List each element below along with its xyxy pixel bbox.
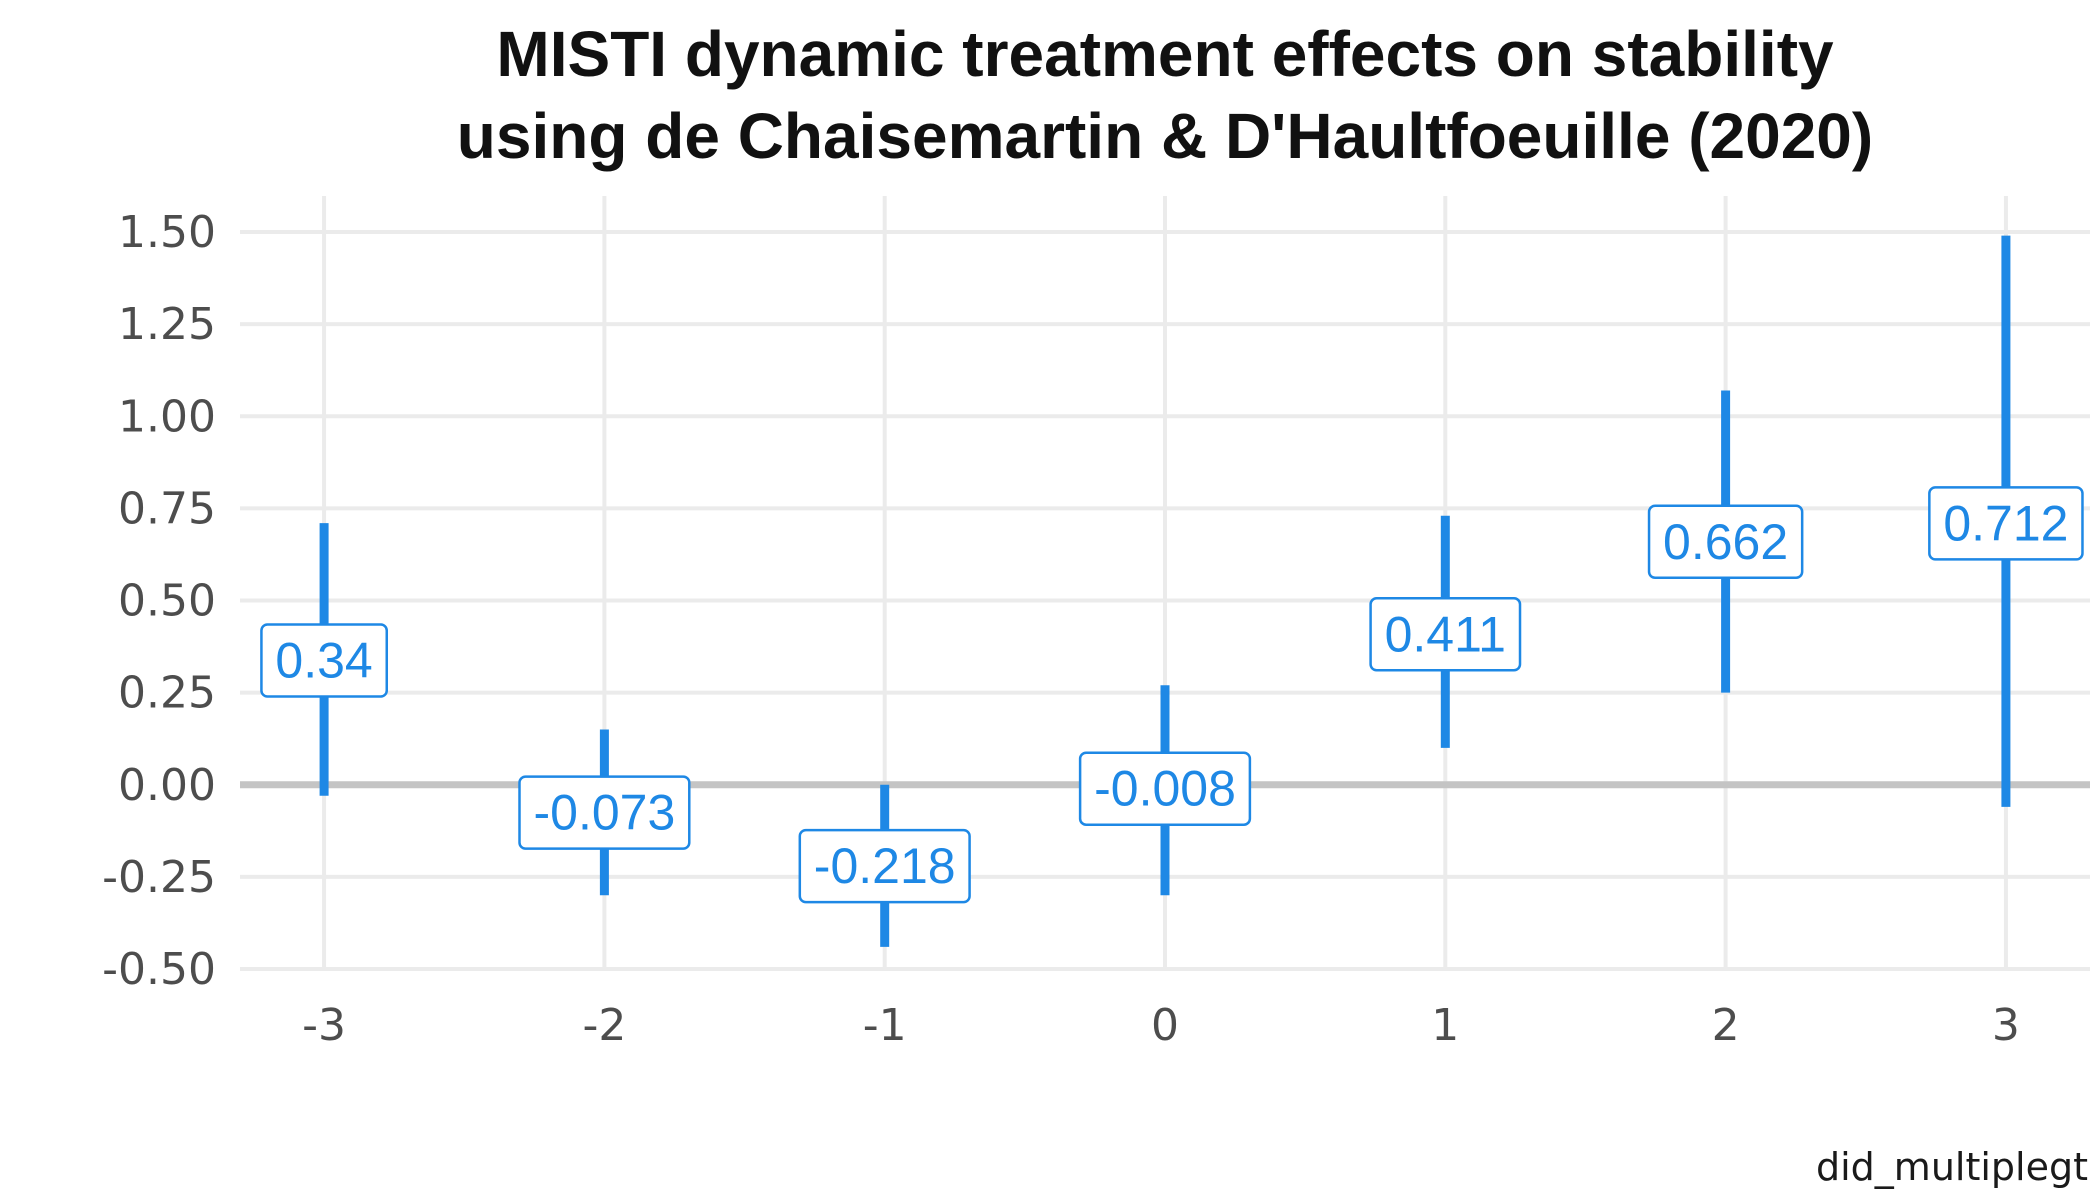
estimate-label-text: 0.411: [1385, 606, 1506, 662]
chart-title-line-2: using de Chaisemartin & D'Haultfoeuille …: [457, 100, 1873, 172]
y-tick-label: 1.00: [118, 391, 216, 442]
estimate-label-box: [1369, 597, 1522, 672]
y-tick-label: 0.00: [118, 760, 216, 811]
y-tick-label: 0.50: [118, 576, 216, 627]
y-tick-label: 1.50: [118, 207, 216, 258]
estimate-label-box: [1928, 486, 2084, 561]
estimate-label: -0.073: [518, 775, 691, 850]
x-tick-label: -3: [302, 1000, 346, 1051]
estimate-label-text: -0.218: [814, 838, 956, 894]
y-tick-label: 0.25: [118, 668, 216, 719]
estimate-label-text: 0.712: [1943, 495, 2068, 551]
estimate-label: -0.008: [1078, 751, 1252, 826]
y-tick-label: -0.25: [102, 852, 216, 903]
x-tick-label: -1: [863, 1000, 907, 1051]
chart-title-line-1: MISTI dynamic treatment effects on stabi…: [496, 18, 1834, 90]
estimate-label: 0.411: [1369, 597, 1522, 672]
estimate-label-box: [260, 623, 389, 698]
estimate-label-text: 0.34: [275, 632, 372, 688]
x-axis-tick-labels: -3 -2 -1 0 1 2 3: [302, 1000, 2020, 1051]
y-axis-tick-labels: 1.50 1.25 1.00 0.75 0.50 0.25 0.00 -0.25 -0.50: [102, 207, 216, 995]
estimate-labels: 0.34 -0.073 -0.218 -0.008 0.411 0.662 0.712: [260, 486, 2084, 904]
estimate-label: -0.218: [798, 828, 971, 904]
estimate-label-text: -0.073: [534, 785, 676, 841]
estimate-label: 0.662: [1647, 504, 1804, 580]
estimate-label-box: [1078, 751, 1252, 826]
x-tick-label: 3: [1992, 1000, 2020, 1051]
y-tick-label: -0.50: [102, 944, 216, 995]
estimate-label-box: [798, 828, 971, 904]
x-tick-label: -2: [582, 1000, 626, 1051]
x-tick-label: 1: [1431, 1000, 1459, 1051]
y-tick-label: 1.25: [118, 299, 216, 350]
estimate-label-text: 0.662: [1663, 514, 1788, 570]
estimate-label: 0.34: [260, 623, 389, 698]
estimate-label-box: [518, 775, 691, 850]
x-tick-label: 2: [1712, 1000, 1740, 1051]
chart-caption: did_multiplegt: [1816, 1145, 2088, 1189]
x-tick-label: 0: [1151, 1000, 1179, 1051]
estimate-label: 0.712: [1928, 486, 2084, 561]
estimate-label-box: [1647, 504, 1804, 580]
y-tick-label: 0.75: [118, 483, 216, 534]
estimate-label-text: -0.008: [1094, 761, 1236, 817]
